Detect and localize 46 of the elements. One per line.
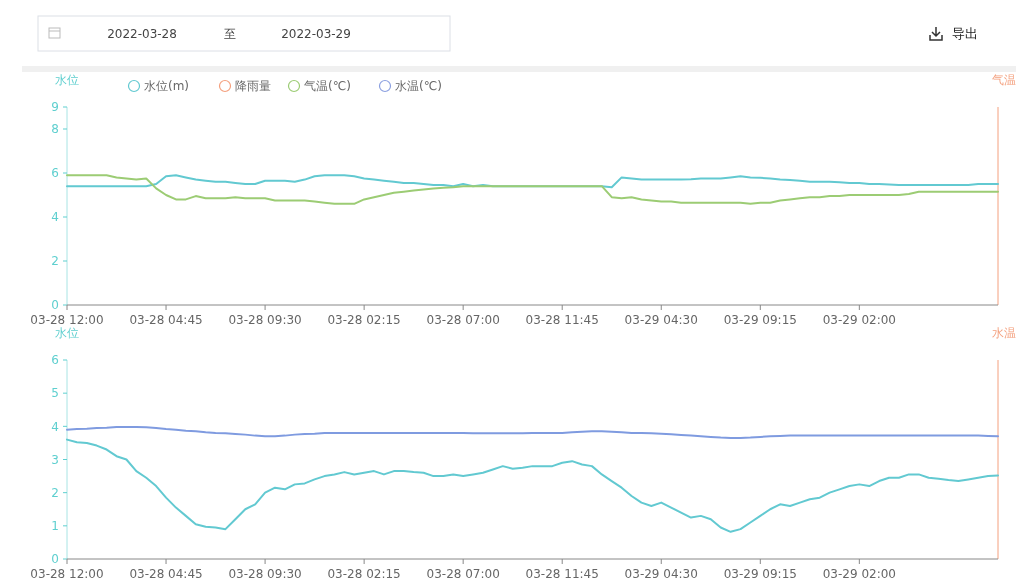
line-series <box>66 174 999 205</box>
y-tick-label: 2 <box>51 254 59 269</box>
x-tick-label: 03-28 02:15 <box>327 313 401 327</box>
x-tick-label: 03-29 04:30 <box>624 567 698 581</box>
y-tick-label: 9 <box>51 100 59 115</box>
x-tick-label: 03-29 02:00 <box>822 567 896 581</box>
x-tick-label: 03-28 07:00 <box>426 567 500 581</box>
x-tick-label: 03-29 04:30 <box>624 313 698 327</box>
line-series <box>66 426 999 439</box>
y-tick-label: 1 <box>51 519 59 534</box>
x-tick-label: 03-28 12:00 <box>30 313 104 327</box>
legend-label: 水位(m) <box>144 79 190 94</box>
text: 导出 <box>952 26 978 41</box>
x-tick-label: 03-29 02:00 <box>822 313 896 327</box>
x-tick-label: 03-28 11:45 <box>525 567 599 581</box>
y-tick-label: 0 <box>51 552 59 567</box>
y2-axis-title: 气温 <box>992 73 1016 87</box>
legend-label: 降雨量 <box>235 79 271 94</box>
x-tick-label: 03-28 11:45 <box>525 313 599 327</box>
y-tick-label: 5 <box>51 386 59 401</box>
y-tick-label: 6 <box>51 166 59 181</box>
x-tick-label: 03-28 04:45 <box>129 567 203 581</box>
x-tick-label: 03-28 02:15 <box>327 567 401 581</box>
y2-axis-title: 水温 <box>992 326 1016 340</box>
x-tick-label: 03-29 09:15 <box>723 313 797 327</box>
x-tick-label: 03-28 07:00 <box>426 313 500 327</box>
y-tick-label: 4 <box>51 210 59 225</box>
x-tick-label: 03-28 12:00 <box>30 567 104 581</box>
x-tick-label: 03-28 04:45 <box>129 313 203 327</box>
legend-label: 水温(℃) <box>395 79 442 94</box>
y-tick-label: 0 <box>51 298 59 313</box>
y-tick-label: 4 <box>51 419 59 434</box>
x-tick-label: 03-28 09:30 <box>228 567 302 581</box>
text: 2022-03-29 <box>281 27 351 41</box>
y-axis-title: 水位 <box>55 73 79 87</box>
x-tick-label: 03-28 09:30 <box>228 313 302 327</box>
x-tick-label: 03-29 09:15 <box>723 567 797 581</box>
y-axis-title: 水位 <box>55 326 79 340</box>
text: 至 <box>224 27 236 41</box>
line-series <box>66 438 999 533</box>
y-tick-label: 8 <box>51 122 59 137</box>
y-tick-label: 3 <box>51 452 59 467</box>
legend-label: 气温(℃) <box>304 79 351 94</box>
text: 2022-03-28 <box>107 27 177 41</box>
y-tick-label: 6 <box>51 353 59 368</box>
y-tick-label: 2 <box>51 485 59 500</box>
